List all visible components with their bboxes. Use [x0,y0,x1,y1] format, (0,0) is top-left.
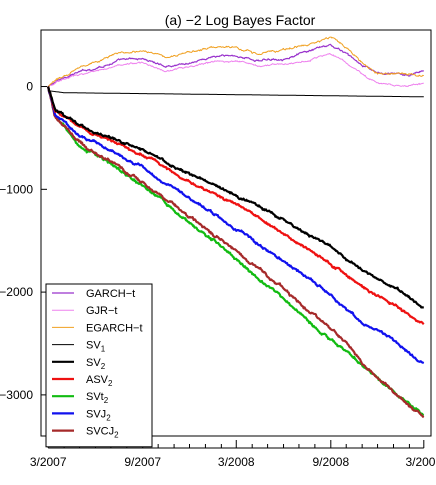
legend-label-name: SV [86,357,101,369]
legend-label: SV1 [86,340,106,354]
y-tick-label: 0 [26,80,33,94]
legend-label-name: SVt [86,391,104,403]
legend-label: ASV2 [86,374,113,388]
x-tick-label: 9/2008 [312,455,349,469]
legend-label: SVt2 [86,391,109,405]
legend-label-name: SVJ [86,408,106,420]
series-line [47,86,425,326]
y-tick-label: −2000 [0,285,33,299]
legend-box [45,283,153,448]
legend-label-name: ASV [86,374,109,386]
legend-label-subscript: 2 [114,431,119,440]
x-tick-label: 3/2009 [405,455,436,469]
series-layer [47,36,425,419]
y-tick-label: −1000 [0,182,33,196]
legend-label-name: EGARCH−t [86,322,143,334]
series-line [47,36,424,87]
x-tick-label: 3/2007 [30,455,67,469]
legend: GARCH−tGJR−tEGARCH−tSV1SV2ASV2SVt2SVJ2SV… [45,283,153,448]
legend-label: EGARCH−t [86,322,143,334]
plot-frame [40,29,432,437]
chart-title: (a) −2 Log Bayes Factor [165,12,316,28]
x-tick-label: 9/2007 [124,455,161,469]
legend-label-subscript: 2 [108,379,113,388]
legend-label-subscript: 2 [106,413,111,422]
legend-label: GJR−t [86,305,117,317]
y-tick-label: −3000 [0,388,33,402]
y-axis: 0 −1000 −2000 −3000 [0,80,47,402]
legend-label-subscript: 2 [101,362,106,371]
legend-label: SV2 [86,357,106,371]
legend-label-name: SV [86,340,101,352]
legend-label: GARCH−t [86,288,135,300]
series-line [47,86,425,365]
legend-label-name: SVCJ [86,426,114,438]
series-line [48,90,424,98]
legend-label: SVCJ2 [86,426,119,440]
series-line [47,43,425,87]
series-line [47,53,424,88]
legend-label-subscript: 2 [104,396,109,405]
legend-label-name: GJR−t [86,305,117,317]
legend-label: SVJ2 [86,408,111,422]
series-line [47,86,425,419]
x-tick-label: 3/2008 [218,455,255,469]
legend-label-name: GARCH−t [86,288,135,300]
legend-label-subscript: 1 [101,345,106,354]
series-line [47,86,424,309]
